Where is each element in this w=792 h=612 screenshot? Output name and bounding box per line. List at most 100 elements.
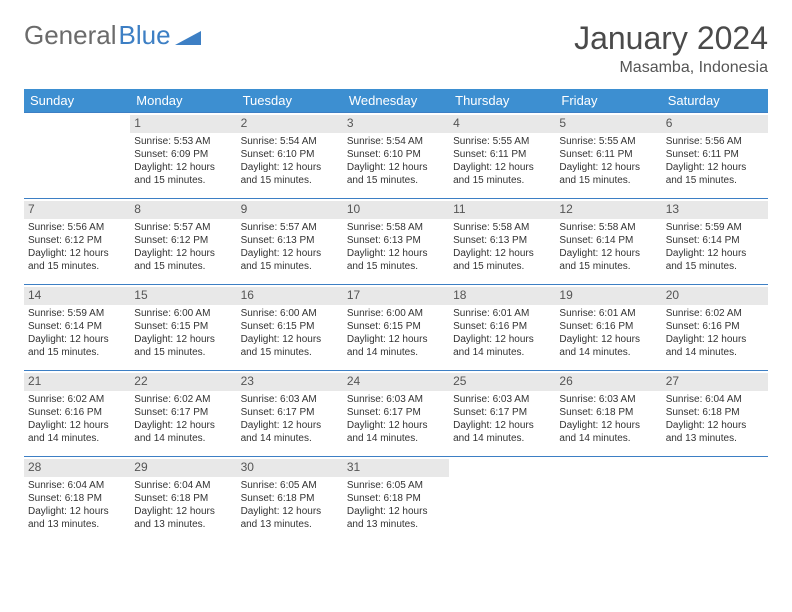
calendar-week-row: 28Sunrise: 6:04 AMSunset: 6:18 PMDayligh… [24,457,768,543]
page-header: GeneralBlue January 2024 Masamba, Indone… [24,20,768,77]
day-number: 9 [237,201,343,219]
calendar-day-cell: 28Sunrise: 6:04 AMSunset: 6:18 PMDayligh… [24,457,130,543]
calendar-day-cell: 23Sunrise: 6:03 AMSunset: 6:17 PMDayligh… [237,371,343,457]
calendar-day-cell: 17Sunrise: 6:00 AMSunset: 6:15 PMDayligh… [343,285,449,371]
daylight-text: Daylight: 12 hours and 15 minutes. [559,161,657,187]
daylight-text: Daylight: 12 hours and 14 minutes. [28,419,126,445]
weekday-header-row: SundayMondayTuesdayWednesdayThursdayFrid… [24,89,768,113]
calendar-day-cell: 15Sunrise: 6:00 AMSunset: 6:15 PMDayligh… [130,285,236,371]
calendar-week-row: 21Sunrise: 6:02 AMSunset: 6:16 PMDayligh… [24,371,768,457]
sunrise-text: Sunrise: 6:00 AM [241,307,339,320]
sunset-text: Sunset: 6:13 PM [241,234,339,247]
sunrise-text: Sunrise: 5:54 AM [347,135,445,148]
sunrise-text: Sunrise: 5:55 AM [453,135,551,148]
calendar-day-cell: 22Sunrise: 6:02 AMSunset: 6:17 PMDayligh… [130,371,236,457]
day-number: 19 [555,287,661,305]
sunrise-text: Sunrise: 6:02 AM [666,307,764,320]
weekday-header: Sunday [24,89,130,113]
weekday-header: Thursday [449,89,555,113]
calendar-day-cell: 6Sunrise: 5:56 AMSunset: 6:11 PMDaylight… [662,113,768,199]
day-number: 8 [130,201,236,219]
sunrise-text: Sunrise: 6:01 AM [559,307,657,320]
calendar-day-cell: 27Sunrise: 6:04 AMSunset: 6:18 PMDayligh… [662,371,768,457]
day-number: 27 [662,373,768,391]
sunset-text: Sunset: 6:18 PM [28,492,126,505]
daylight-text: Daylight: 12 hours and 14 minutes. [134,419,232,445]
day-number: 14 [24,287,130,305]
day-number: 18 [449,287,555,305]
sunset-text: Sunset: 6:16 PM [666,320,764,333]
calendar-week-row: 1Sunrise: 5:53 AMSunset: 6:09 PMDaylight… [24,113,768,199]
day-number: 5 [555,115,661,133]
sunset-text: Sunset: 6:16 PM [453,320,551,333]
calendar-day-cell [662,457,768,543]
title-block: January 2024 Masamba, Indonesia [574,20,768,77]
calendar-day-cell: 3Sunrise: 5:54 AMSunset: 6:10 PMDaylight… [343,113,449,199]
day-number: 7 [24,201,130,219]
daylight-text: Daylight: 12 hours and 14 minutes. [347,333,445,359]
sunset-text: Sunset: 6:16 PM [28,406,126,419]
sunrise-text: Sunrise: 5:57 AM [134,221,232,234]
calendar-day-cell: 7Sunrise: 5:56 AMSunset: 6:12 PMDaylight… [24,199,130,285]
calendar-day-cell: 19Sunrise: 6:01 AMSunset: 6:16 PMDayligh… [555,285,661,371]
daylight-text: Daylight: 12 hours and 13 minutes. [134,505,232,531]
day-number: 4 [449,115,555,133]
sunrise-text: Sunrise: 6:03 AM [453,393,551,406]
sunset-text: Sunset: 6:18 PM [559,406,657,419]
location-label: Masamba, Indonesia [574,59,768,77]
daylight-text: Daylight: 12 hours and 14 minutes. [666,333,764,359]
sunset-text: Sunset: 6:18 PM [134,492,232,505]
day-number: 12 [555,201,661,219]
sunrise-text: Sunrise: 6:01 AM [453,307,551,320]
sunset-text: Sunset: 6:17 PM [347,406,445,419]
calendar-day-cell: 5Sunrise: 5:55 AMSunset: 6:11 PMDaylight… [555,113,661,199]
calendar-day-cell: 4Sunrise: 5:55 AMSunset: 6:11 PMDaylight… [449,113,555,199]
sunrise-text: Sunrise: 6:04 AM [28,479,126,492]
sunset-text: Sunset: 6:17 PM [134,406,232,419]
sunset-text: Sunset: 6:13 PM [347,234,445,247]
weekday-header: Saturday [662,89,768,113]
sunset-text: Sunset: 6:14 PM [666,234,764,247]
sunrise-text: Sunrise: 5:55 AM [559,135,657,148]
daylight-text: Daylight: 12 hours and 15 minutes. [559,247,657,273]
day-number: 25 [449,373,555,391]
calendar-day-cell: 10Sunrise: 5:58 AMSunset: 6:13 PMDayligh… [343,199,449,285]
sunset-text: Sunset: 6:10 PM [241,148,339,161]
calendar-table: SundayMondayTuesdayWednesdayThursdayFrid… [24,89,768,543]
weekday-header: Friday [555,89,661,113]
calendar-day-cell: 24Sunrise: 6:03 AMSunset: 6:17 PMDayligh… [343,371,449,457]
daylight-text: Daylight: 12 hours and 14 minutes. [241,419,339,445]
calendar-day-cell: 9Sunrise: 5:57 AMSunset: 6:13 PMDaylight… [237,199,343,285]
sunrise-text: Sunrise: 5:58 AM [453,221,551,234]
calendar-day-cell [555,457,661,543]
sunrise-text: Sunrise: 6:05 AM [241,479,339,492]
sunrise-text: Sunrise: 6:03 AM [241,393,339,406]
sunrise-text: Sunrise: 6:03 AM [559,393,657,406]
sunset-text: Sunset: 6:11 PM [453,148,551,161]
sunset-text: Sunset: 6:18 PM [241,492,339,505]
sunrise-text: Sunrise: 5:58 AM [559,221,657,234]
daylight-text: Daylight: 12 hours and 15 minutes. [666,161,764,187]
daylight-text: Daylight: 12 hours and 15 minutes. [347,247,445,273]
sunrise-text: Sunrise: 6:05 AM [347,479,445,492]
weekday-header: Tuesday [237,89,343,113]
calendar-day-cell: 2Sunrise: 5:54 AMSunset: 6:10 PMDaylight… [237,113,343,199]
sunrise-text: Sunrise: 6:02 AM [134,393,232,406]
weekday-header: Monday [130,89,236,113]
daylight-text: Daylight: 12 hours and 15 minutes. [347,161,445,187]
month-title: January 2024 [574,20,768,57]
day-number: 30 [237,459,343,477]
sunrise-text: Sunrise: 5:57 AM [241,221,339,234]
sunset-text: Sunset: 6:15 PM [134,320,232,333]
calendar-day-cell: 18Sunrise: 6:01 AMSunset: 6:16 PMDayligh… [449,285,555,371]
logo: GeneralBlue [24,20,201,51]
calendar-day-cell: 26Sunrise: 6:03 AMSunset: 6:18 PMDayligh… [555,371,661,457]
sunset-text: Sunset: 6:17 PM [453,406,551,419]
sunset-text: Sunset: 6:16 PM [559,320,657,333]
calendar-day-cell: 12Sunrise: 5:58 AMSunset: 6:14 PMDayligh… [555,199,661,285]
sunset-text: Sunset: 6:13 PM [453,234,551,247]
daylight-text: Daylight: 12 hours and 13 minutes. [28,505,126,531]
sunset-text: Sunset: 6:11 PM [666,148,764,161]
day-number: 21 [24,373,130,391]
calendar-day-cell: 11Sunrise: 5:58 AMSunset: 6:13 PMDayligh… [449,199,555,285]
